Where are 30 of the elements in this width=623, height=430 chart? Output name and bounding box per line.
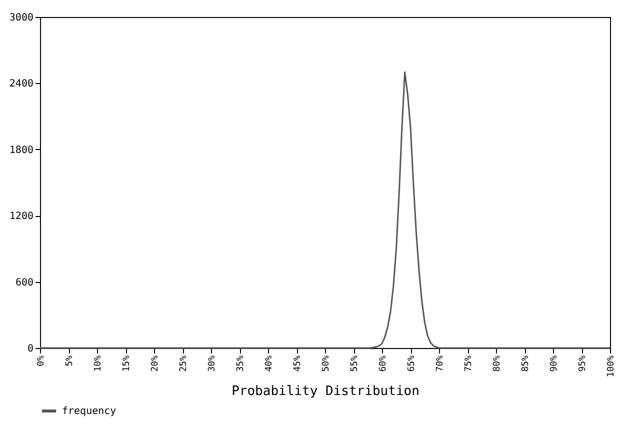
x-tick-label: 55% <box>350 354 360 372</box>
x-tick-label: 30% <box>208 354 218 372</box>
y-tick-label: 1200 <box>9 211 34 222</box>
y-tick-label: 2400 <box>9 78 34 90</box>
legend-label: frequency <box>62 406 116 417</box>
x-tick-label: 10% <box>94 354 104 372</box>
x-tick-label: 65% <box>407 354 417 372</box>
line-series <box>39 71 611 349</box>
x-tick-label: 25% <box>179 354 189 372</box>
x-tick-label: 80% <box>492 354 502 372</box>
x-tick-label: 70% <box>436 354 446 372</box>
x-tick-label: 35% <box>236 354 246 372</box>
x-tick-label: 85% <box>521 354 531 372</box>
x-tick-label: 50% <box>322 354 332 372</box>
x-tick-label: 15% <box>122 354 132 372</box>
x-tick-label: 0% <box>36 354 46 366</box>
x-tick-label: 5% <box>65 354 75 366</box>
x-tick-label: 45% <box>293 354 303 372</box>
x-tick-label: 95% <box>578 354 588 372</box>
x-tick-label: 75% <box>464 354 474 372</box>
x-tick-label: 60% <box>378 354 388 372</box>
x-tick-label: 90% <box>550 354 560 372</box>
y-tick-label: 0 <box>27 344 34 354</box>
x-tick-label: 100% <box>606 354 616 378</box>
x-tick-label: 40% <box>264 354 274 372</box>
x-tick-label: 20% <box>150 354 160 372</box>
y-tick-label: 3000 <box>9 12 34 24</box>
y-tick-label: 1800 <box>9 144 34 156</box>
y-tick-label: 600 <box>15 277 34 288</box>
x-axis-title: Probability Distribution <box>232 384 420 400</box>
